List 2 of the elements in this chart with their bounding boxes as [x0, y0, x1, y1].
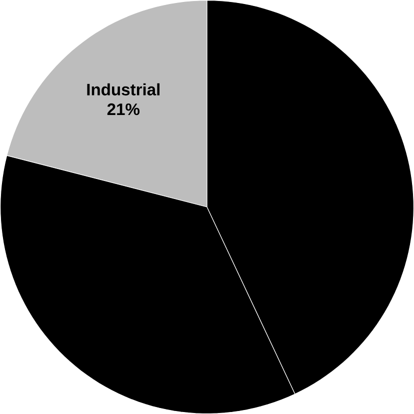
data-label: 21%: [107, 103, 140, 116]
slice-label: Industrial: [87, 83, 160, 96]
